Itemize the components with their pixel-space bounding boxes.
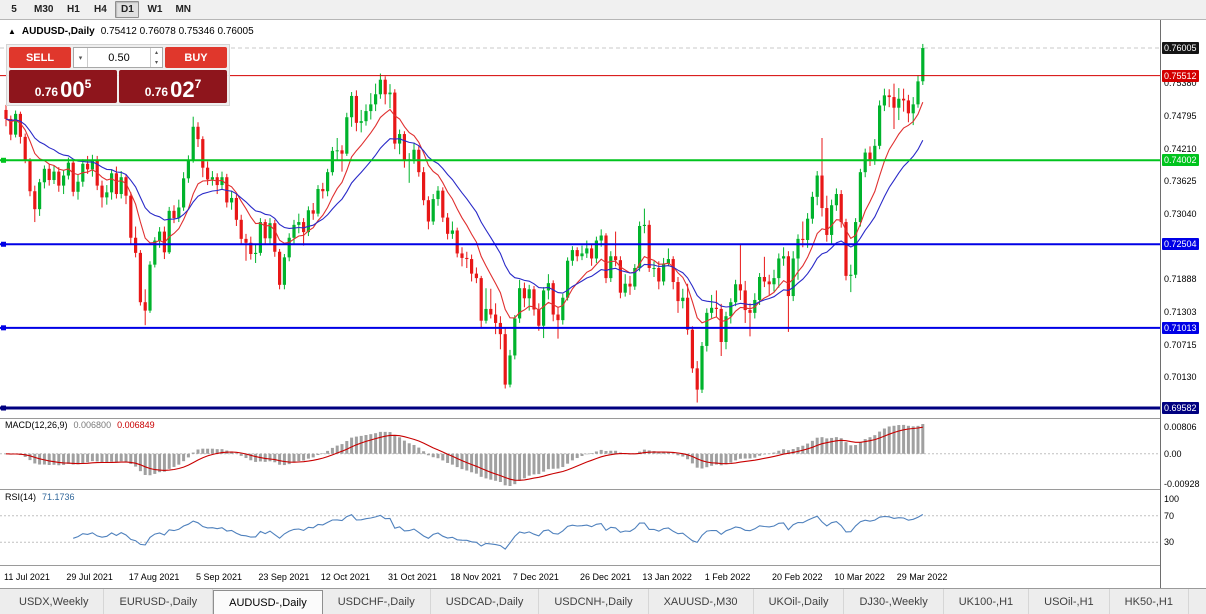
lot-up-icon[interactable]: ▴: [154, 50, 158, 57]
time-axis-label: 12 Oct 2021: [321, 572, 370, 582]
pane-separators: [0, 418, 1160, 566]
axis-label: 0.73040: [1164, 209, 1197, 220]
chart-window: 11 Jul 2021 29 Jul 2021 17 Aug 2021 5 Sep 2…: [0, 20, 1206, 588]
chart-tab-audusd[interactable]: AUDUSD-,Daily: [213, 590, 323, 614]
axis-label: 0.70715: [1164, 339, 1197, 350]
chart-ohlc-values: 0.75412 0.76078 0.75346 0.76005: [100, 26, 254, 37]
axis-label: 0.73625: [1164, 176, 1197, 187]
lot-down-icon[interactable]: ▾: [154, 59, 158, 66]
buy-price-quote[interactable]: 0.76 02 7: [119, 70, 227, 103]
timeframe-toolbar: 5 M30 H1 H4 D1 W1 MN: [0, 0, 1206, 20]
sell-price-pips: 00: [60, 77, 85, 102]
rsi-value: 71.1736: [42, 492, 75, 502]
buy-price-prefix: 0.76: [144, 85, 169, 99]
time-axis-label: 23 Sep 2021: [258, 572, 309, 582]
macd-pane: [0, 424, 1160, 486]
sell-button[interactable]: SELL: [9, 47, 71, 68]
macd-axis-label: 0.00: [1164, 448, 1182, 459]
hline-price-label: 0.71013: [1162, 321, 1199, 334]
time-axis-label: 26 Dec 2021: [580, 572, 631, 582]
rsi-name: RSI(14): [5, 492, 37, 502]
timeframe-button-5[interactable]: 5: [2, 1, 26, 18]
timeframe-button-mn[interactable]: MN: [170, 1, 196, 18]
axis-label: 0.74795: [1164, 110, 1197, 121]
lot-value[interactable]: 0.50: [108, 51, 130, 64]
time-axis-label: 7 Dec 2021: [513, 572, 559, 582]
macd-name: MACD(12,26,9): [5, 420, 68, 430]
price-chart-canvas[interactable]: 11 Jul 2021 29 Jul 2021 17 Aug 2021 5 Sep 2…: [0, 20, 1160, 588]
moving-average-lines: [5, 101, 924, 324]
buy-price-point: 7: [194, 77, 202, 91]
rsi-axis-label: 30: [1164, 537, 1175, 548]
hline-price-label: 0.75512: [1162, 69, 1199, 82]
chart-symbol-period: AUDUSD-,Daily: [21, 26, 95, 37]
horizontal-lines-layer: [0, 75, 1160, 411]
chart-tab-ukoil[interactable]: UKOil-,Daily: [754, 589, 845, 614]
lot-size-field[interactable]: ▾ 0.50 ▴ ▾: [73, 47, 163, 68]
macd-axis-label: -0.00928: [1164, 479, 1200, 489]
time-axis-label: 10 Mar 2022: [834, 572, 885, 582]
time-axis-label: 20 Feb 2022: [772, 572, 823, 582]
macd-value-signal: 0.006849: [117, 420, 155, 430]
buy-price-pips: 02: [170, 77, 195, 102]
chart-tab-usdcnh[interactable]: USDCNH-,Daily: [539, 589, 649, 614]
macd-axis-label: 0.00806: [1164, 422, 1197, 432]
rsi-indicator-label: RSI(14) 71.1736: [5, 492, 75, 502]
bid-price-label: 0.76005: [1162, 42, 1199, 55]
chart-tab-dj30[interactable]: DJ30-,Weekly: [844, 589, 944, 614]
macd-indicator-label: MACD(12,26,9) 0.006800 0.006849: [5, 420, 155, 430]
sell-price-quote[interactable]: 0.76 00 5: [9, 70, 117, 103]
timeframe-button-h1[interactable]: H1: [61, 1, 85, 18]
chart-tab-eurusd[interactable]: EURUSD-,Daily: [104, 589, 214, 614]
chart-tab-hk50[interactable]: HK50-,H1: [1110, 589, 1189, 614]
chart-title: ▲ AUDUSD-,Daily 0.75412 0.76078 0.75346 …: [8, 26, 254, 37]
price-axis: 0.75380 0.74795 0.74210 0.73625 0.73040 0.718…: [1160, 20, 1206, 588]
axis-label: 0.71888: [1164, 273, 1197, 284]
lot-dropdown-icon[interactable]: ▾: [74, 48, 88, 67]
timeframe-button-d1[interactable]: D1: [115, 1, 140, 18]
timeframe-button-h4[interactable]: H4: [88, 1, 112, 18]
hline-price-label: 0.74002: [1162, 154, 1199, 167]
chart-tab-usdchf[interactable]: USDCHF-,Daily: [323, 589, 431, 614]
time-axis-label: 5 Sep 2021: [196, 572, 242, 582]
sell-price-prefix: 0.76: [34, 85, 59, 99]
time-axis: 11 Jul 2021 29 Jul 2021 17 Aug 2021 5 Sep 2…: [4, 572, 947, 582]
one-click-trade-panel: SELL ▾ 0.50 ▴ ▾ BUY 0.76 00 5 0.76 02 7: [6, 44, 230, 106]
chart-tabs-bar: USDX,Weekly EURUSD-,Daily AUDUSD-,Daily USD…: [0, 588, 1206, 614]
buy-button[interactable]: BUY: [165, 47, 227, 68]
rsi-axis-label: 100: [1164, 494, 1180, 504]
rsi-axis-label: 70: [1164, 510, 1175, 521]
chart-tab-uk100[interactable]: UK100-,H1: [944, 589, 1030, 614]
time-axis-label: 18 Nov 2021: [450, 572, 501, 582]
axis-label: 0.70130: [1164, 372, 1197, 383]
rsi-pane: [0, 514, 1160, 550]
macd-value-main: 0.006800: [73, 420, 112, 430]
time-axis-label: 17 Aug 2021: [129, 572, 180, 582]
chart-tab-xauusd[interactable]: XAUUSD-,M30: [649, 589, 754, 614]
time-axis-label: 29 Mar 2022: [897, 572, 948, 582]
chart-tab-usoil[interactable]: USOil-,H1: [1029, 589, 1110, 614]
time-axis-label: 1 Feb 2022: [705, 572, 751, 582]
timeframe-button-m30[interactable]: M30: [29, 1, 58, 18]
time-axis-label: 31 Oct 2021: [388, 572, 437, 582]
axis-label: 0.74210: [1164, 143, 1197, 154]
timeframe-button-w1[interactable]: W1: [142, 1, 167, 18]
axis-label: 0.75380: [1164, 78, 1197, 89]
hline-price-label: 0.72504: [1162, 238, 1199, 251]
time-axis-label: 29 Jul 2021: [66, 572, 113, 582]
chart-tab-usdx[interactable]: USDX,Weekly: [4, 589, 105, 614]
trade-panel-expander-icon[interactable]: ▲: [8, 26, 16, 36]
axis-label: 0.71303: [1164, 306, 1197, 317]
lot-spinner[interactable]: ▴ ▾: [150, 48, 162, 67]
sell-price-point: 5: [84, 77, 92, 91]
chart-tab-usdcad[interactable]: USDCAD-,Daily: [431, 589, 540, 614]
time-axis-label: 13 Jan 2022: [642, 572, 692, 582]
hline-price-label: 0.69582: [1162, 402, 1199, 415]
time-axis-label: 11 Jul 2021: [4, 572, 50, 582]
